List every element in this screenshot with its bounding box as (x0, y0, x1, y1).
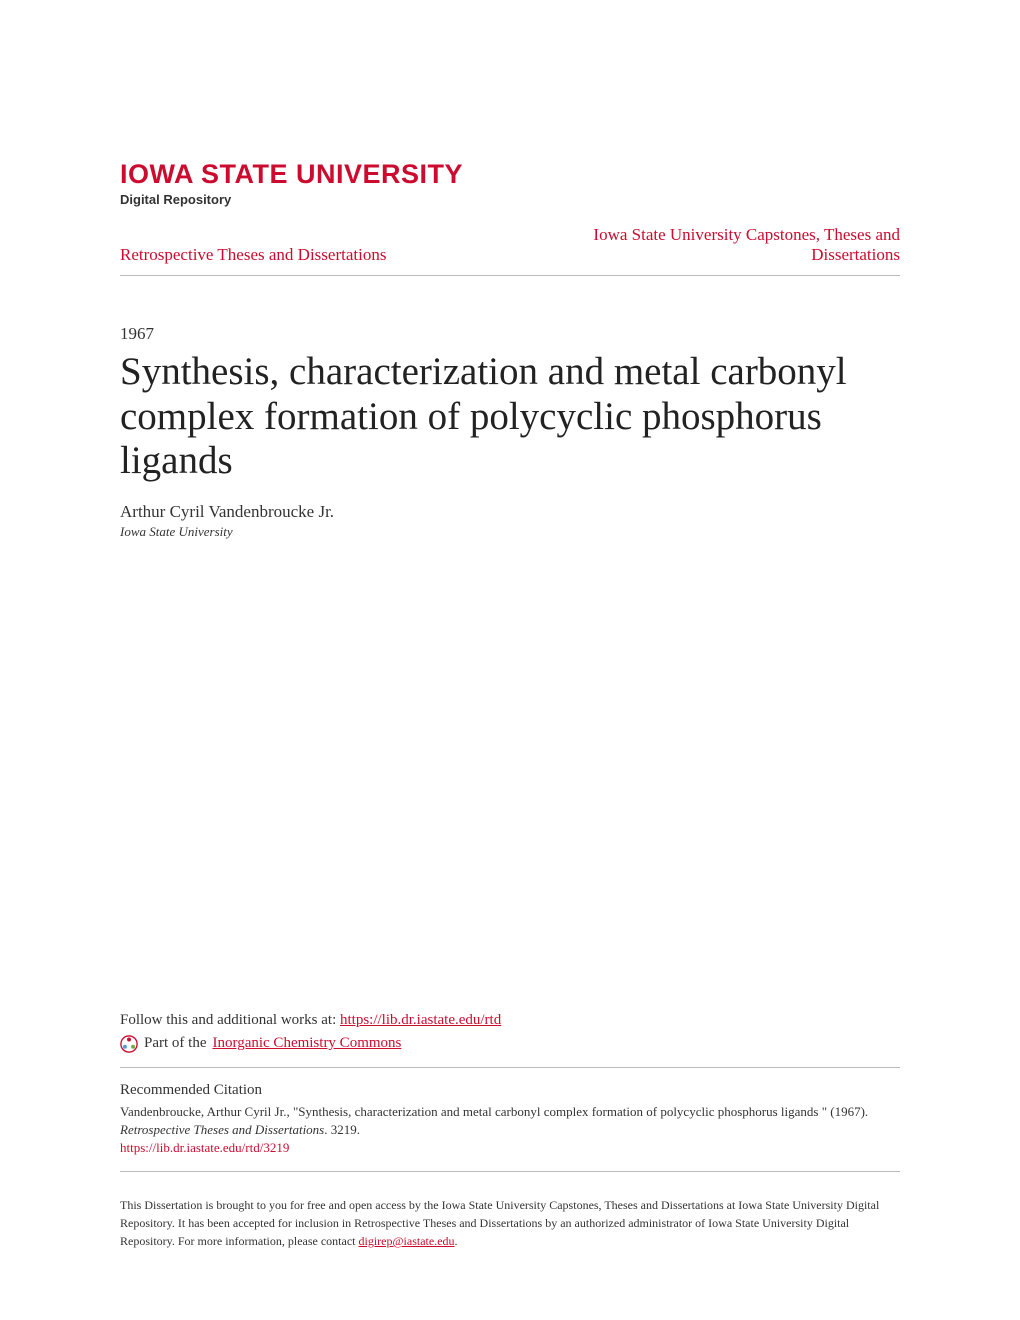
network-prefix: Part of the (144, 1035, 206, 1052)
header-logo: IOWA STATE UNIVERSITY Digital Repository (120, 160, 900, 207)
university-name: IOWA STATE UNIVERSITY (120, 160, 900, 190)
breadcrumb-parent-link[interactable]: Iowa State University Capstones, Theses … (520, 225, 900, 265)
citation-section: Recommended Citation Vandenbroucke, Arth… (120, 1082, 900, 1172)
document-title: Synthesis, characterization and metal ca… (120, 350, 900, 485)
page-container: IOWA STATE UNIVERSITY Digital Repository… (0, 0, 1020, 1320)
document-author: Arthur Cyril Vandenbroucke Jr. (120, 500, 900, 524)
follow-link[interactable]: https://lib.dr.iastate.edu/rtd (340, 1012, 501, 1028)
citation-series: Retrospective Theses and Dissertations (120, 1122, 324, 1137)
citation-link[interactable]: https://lib.dr.iastate.edu/rtd/3219 (120, 1140, 289, 1155)
breadcrumb-row: Retrospective Theses and Dissertations I… (120, 225, 900, 276)
spacer (120, 540, 900, 1012)
citation-number: . 3219. (324, 1122, 360, 1137)
follow-section: Follow this and additional works at: htt… (120, 1012, 900, 1068)
citation-author-part: Vandenbroucke, Arthur Cyril Jr., "Synthe… (120, 1104, 868, 1119)
breadcrumb-collection-link[interactable]: Retrospective Theses and Dissertations (120, 245, 386, 265)
network-icon (120, 1035, 138, 1053)
repository-subtitle: Digital Repository (120, 192, 900, 207)
follow-prefix: Follow this and additional works at: (120, 1012, 340, 1028)
network-row: Part of the Inorganic Chemistry Commons (120, 1035, 900, 1053)
citation-heading: Recommended Citation (120, 1082, 900, 1099)
document-year: 1967 (120, 324, 900, 344)
footer-period: . (455, 1234, 458, 1248)
document-affiliation: Iowa State University (120, 524, 900, 540)
footer-body: This Dissertation is brought to you for … (120, 1198, 879, 1248)
follow-text: Follow this and additional works at: htt… (120, 1012, 900, 1029)
citation-text: Vandenbroucke, Arthur Cyril Jr., "Synthe… (120, 1103, 900, 1139)
footer-email-link[interactable]: digirep@iastate.edu (359, 1234, 455, 1248)
footer-text: This Dissertation is brought to you for … (120, 1196, 900, 1250)
commons-link[interactable]: Inorganic Chemistry Commons (212, 1035, 401, 1052)
